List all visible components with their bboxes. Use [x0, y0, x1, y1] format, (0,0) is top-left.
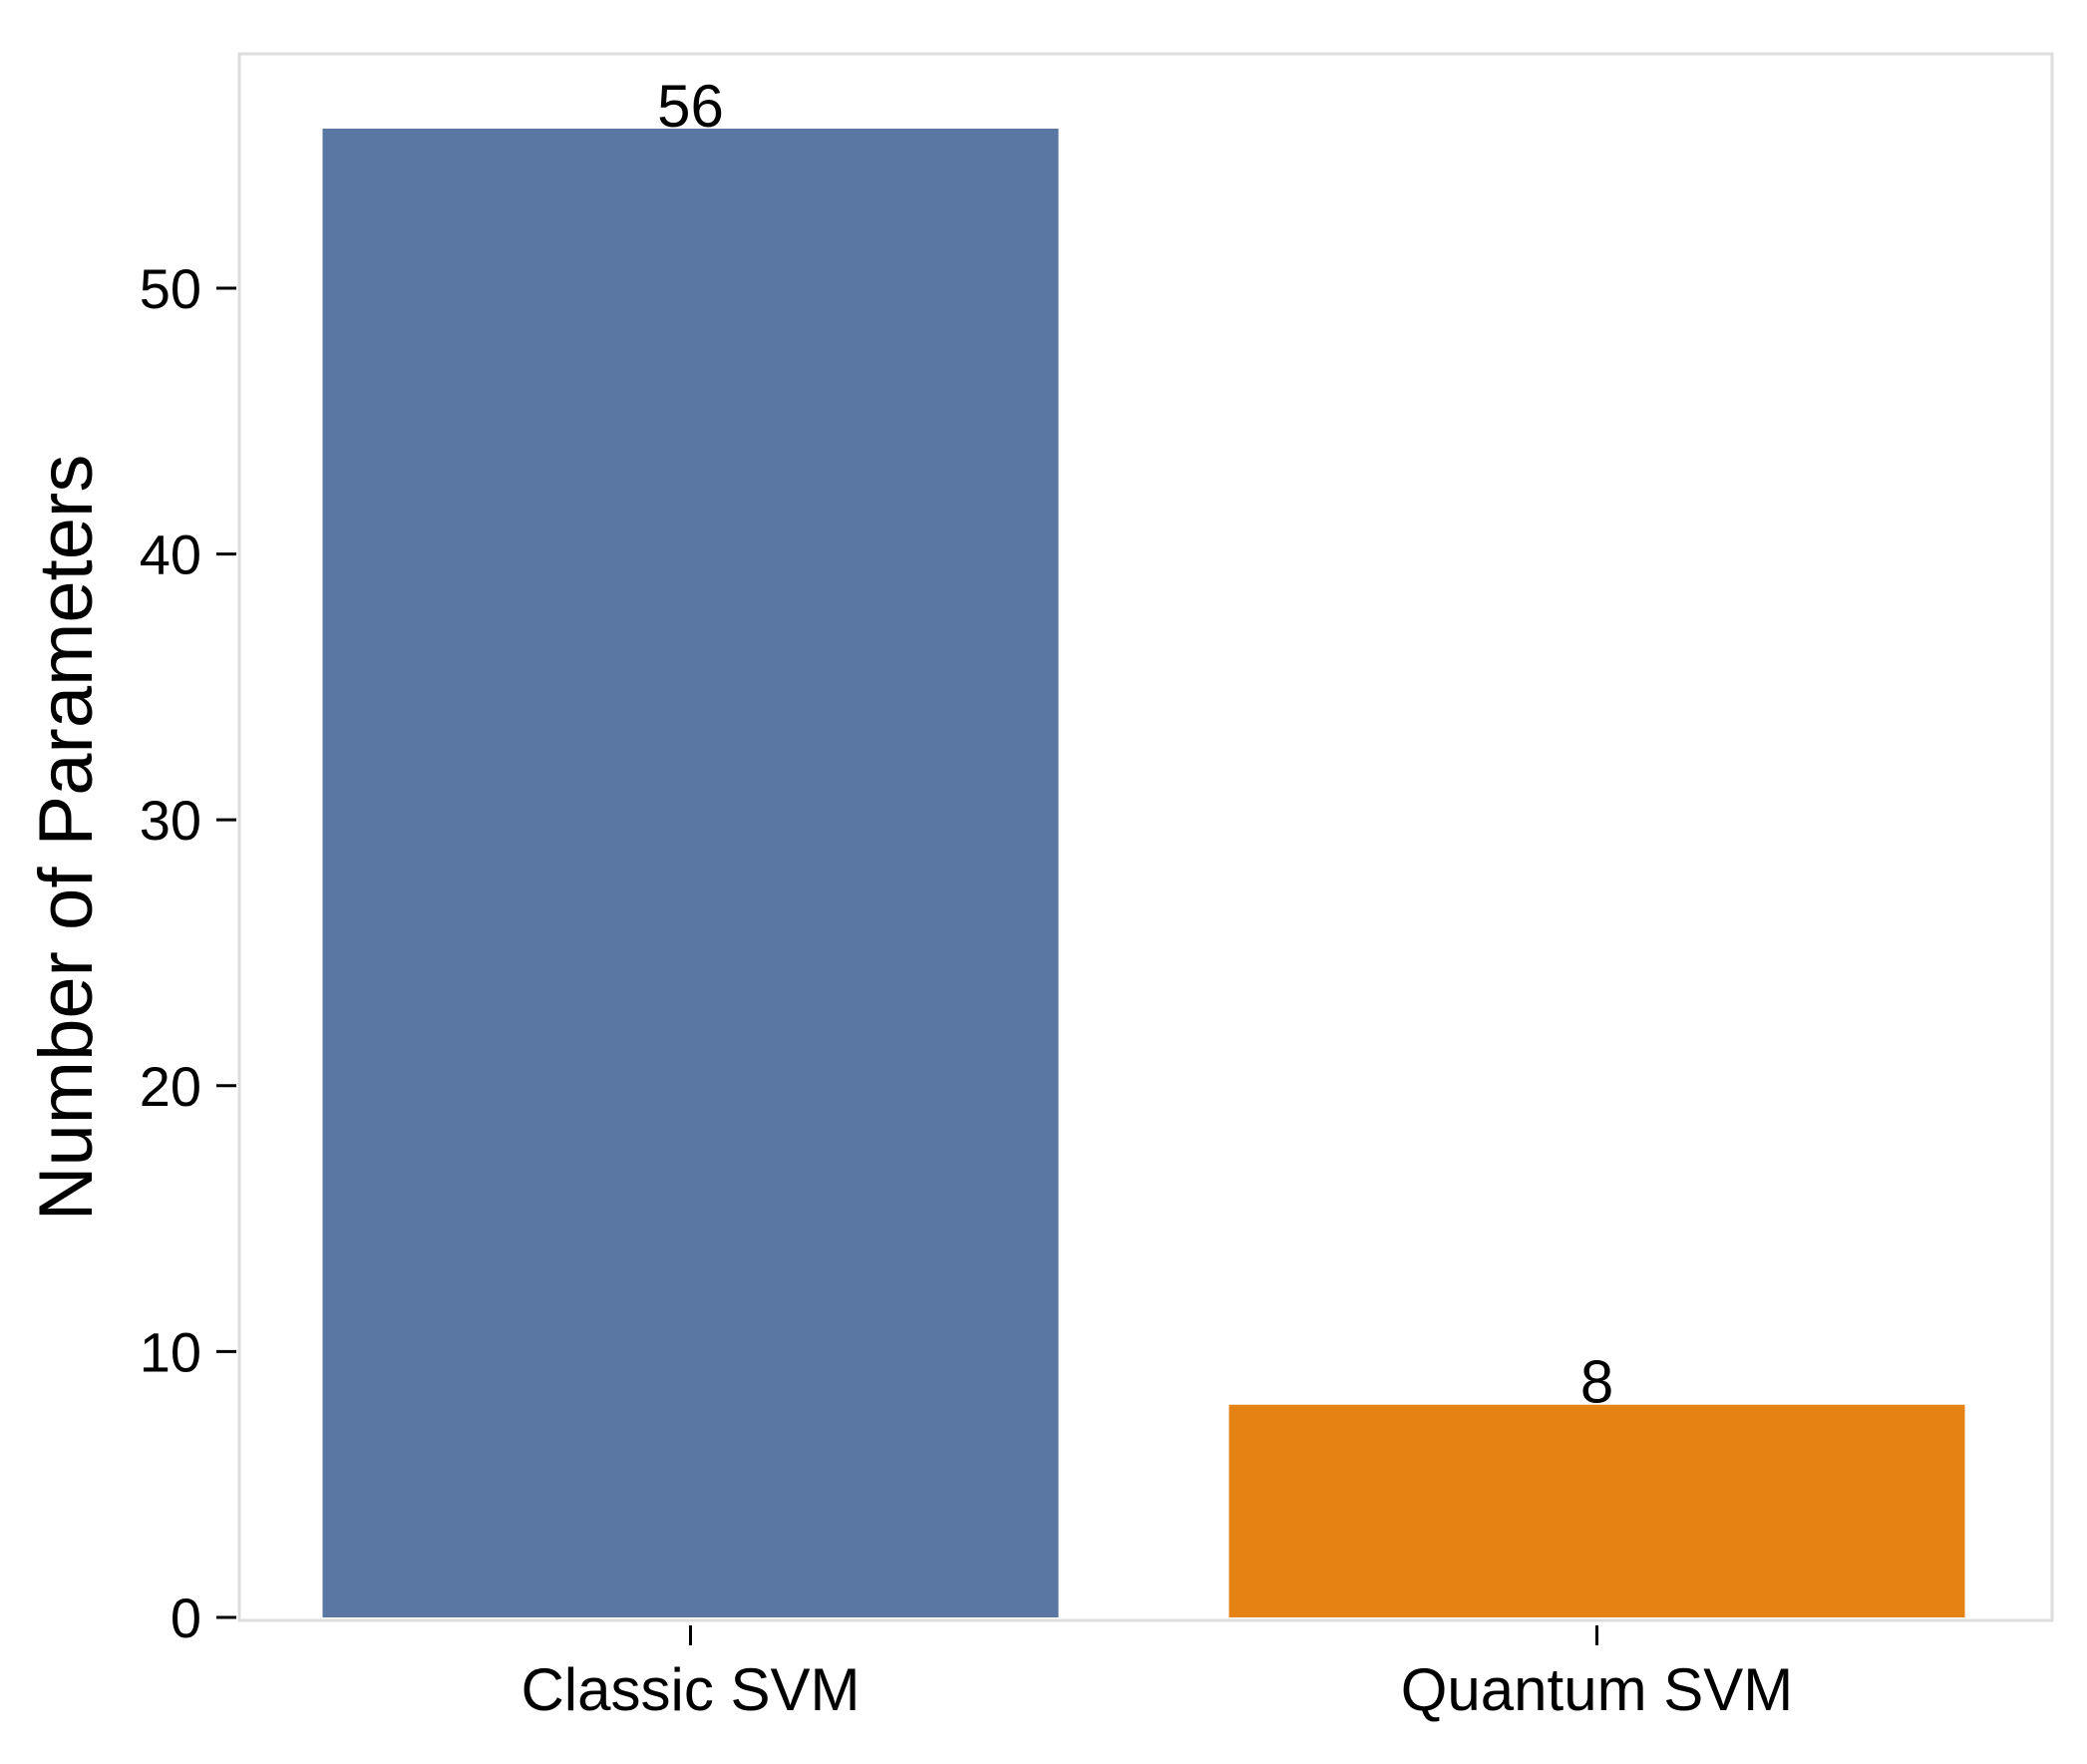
y-tick-label: 30: [140, 789, 201, 852]
data-label: 8: [1580, 1349, 1613, 1416]
y-tick-label: 40: [140, 524, 201, 586]
data-label: 56: [657, 73, 724, 140]
x-tick-label: Quantum SVM: [1401, 1656, 1794, 1723]
plot-frame: [237, 52, 2054, 1622]
y-tick-label: 50: [140, 257, 201, 320]
x-axis: Classic SVM Quantum SVM: [521, 1625, 1793, 1723]
bar-quantum-svm: [1228, 1404, 1965, 1617]
bars: 56 8: [322, 73, 1965, 1617]
y-tick-label: 10: [140, 1320, 201, 1383]
y-axis: 0 10 20 30 40 50: [140, 257, 236, 1649]
bar-classic-svm: [322, 129, 1059, 1617]
y-axis-title: Number of Parameters: [24, 455, 109, 1222]
x-tick-label: Classic SVM: [521, 1656, 860, 1723]
y-tick-label: 20: [140, 1055, 201, 1118]
y-tick-label: 0: [171, 1587, 201, 1649]
